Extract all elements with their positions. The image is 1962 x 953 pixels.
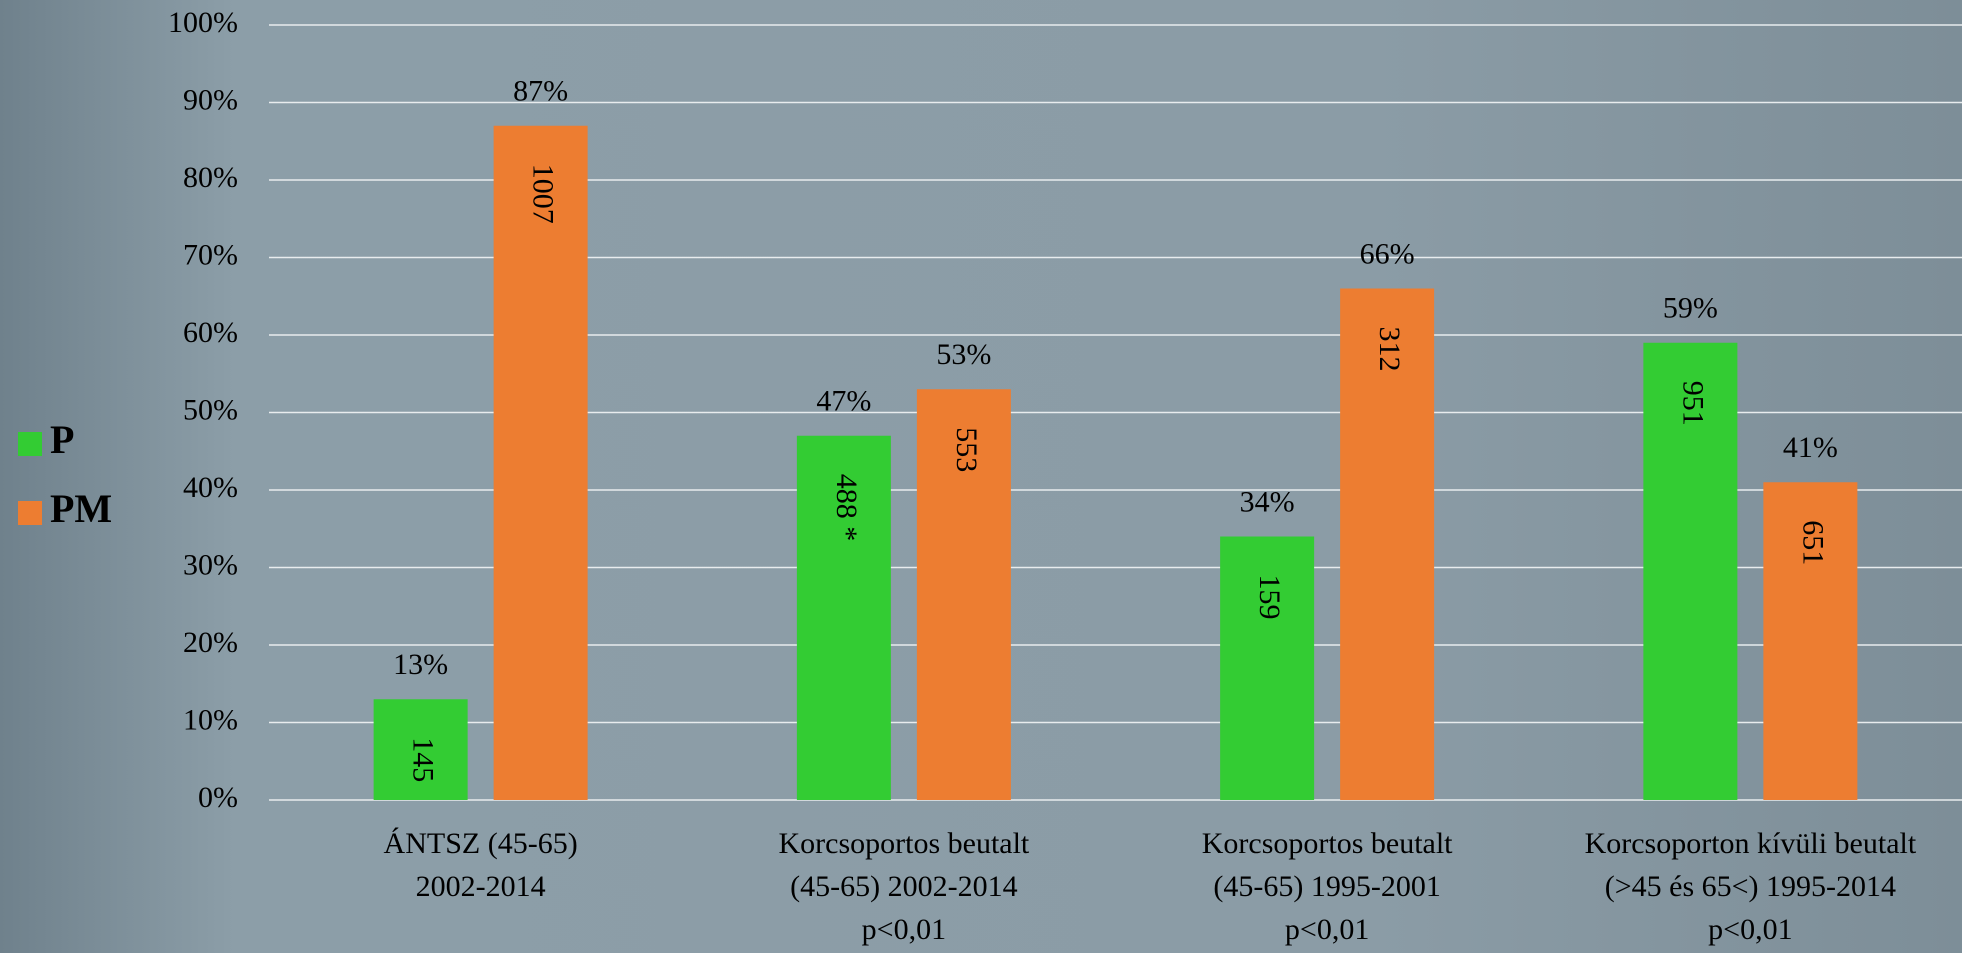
- x-tick-label: Korcsoportos beutalt: [778, 827, 1029, 860]
- legend-label: PM: [50, 486, 112, 531]
- bar: [916, 389, 1011, 800]
- bar-label: 488 *: [830, 474, 863, 542]
- x-tick-label: (45-65) 1995-2001: [1213, 870, 1440, 903]
- x-tick-label: p<0,01: [1285, 913, 1369, 946]
- bar-label: 312: [1373, 327, 1406, 372]
- value-label: 53%: [936, 338, 991, 371]
- y-tick-label: 40%: [183, 471, 238, 504]
- value-label: 66%: [1360, 237, 1415, 270]
- y-tick-label: 70%: [183, 238, 238, 271]
- value-label: 87%: [513, 75, 568, 108]
- value-label: 13%: [393, 648, 448, 681]
- legend-swatch: [18, 432, 42, 456]
- bar-label: 651: [1796, 520, 1829, 565]
- bar: [1763, 482, 1858, 800]
- x-tick-label: p<0,01: [1708, 913, 1792, 946]
- x-tick-label: Korcsoportos beutalt: [1202, 827, 1453, 860]
- x-tick-label: 2002-2014: [416, 870, 546, 903]
- value-label: 59%: [1663, 292, 1718, 325]
- x-tick-label: (45-65) 2002-2014: [790, 870, 1017, 903]
- bar: [1220, 536, 1315, 800]
- bar: [1643, 342, 1738, 800]
- bar: [493, 125, 588, 800]
- bar-label: 1007: [527, 164, 560, 224]
- y-tick-label: 100%: [168, 6, 238, 39]
- x-tick-label: (>45 és 65<) 1995-2014: [1605, 870, 1896, 903]
- y-tick-label: 20%: [183, 626, 238, 659]
- value-label: 41%: [1783, 431, 1838, 464]
- y-tick-label: 30%: [183, 548, 238, 581]
- y-tick-label: 90%: [183, 83, 238, 116]
- legend-label: P: [50, 417, 74, 462]
- y-tick-label: 60%: [183, 316, 238, 349]
- bar-label: 159: [1253, 575, 1286, 620]
- bar: [1340, 288, 1435, 800]
- bar-label: 951: [1676, 381, 1709, 426]
- x-tick-label: Korcsoporton kívüli beutalt: [1585, 827, 1917, 860]
- y-tick-label: 10%: [183, 703, 238, 736]
- x-tick-label: ÁNTSZ (45-65): [384, 827, 578, 860]
- x-tick-label: p<0,01: [862, 913, 946, 946]
- y-tick-label: 50%: [183, 393, 238, 426]
- y-tick-label: 0%: [198, 781, 238, 814]
- bar: [373, 699, 468, 800]
- bar: [796, 435, 891, 800]
- y-tick-label: 80%: [183, 161, 238, 194]
- bar-label: 145: [407, 737, 440, 782]
- value-label: 47%: [816, 385, 871, 418]
- value-label: 34%: [1240, 485, 1295, 518]
- legend-swatch: [18, 501, 42, 525]
- bar-label: 553: [950, 427, 983, 472]
